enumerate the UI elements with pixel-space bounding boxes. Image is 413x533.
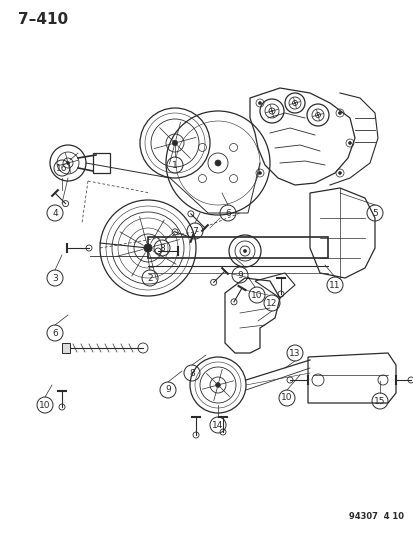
Circle shape <box>338 172 341 174</box>
Circle shape <box>143 244 152 252</box>
Text: 1: 1 <box>172 160 178 169</box>
Circle shape <box>172 140 177 146</box>
Text: 13: 13 <box>289 349 300 358</box>
Text: 8: 8 <box>189 368 195 377</box>
Text: 5: 5 <box>371 208 377 217</box>
Text: 9: 9 <box>237 271 242 279</box>
Text: 10: 10 <box>251 290 262 300</box>
Text: 9: 9 <box>165 385 171 394</box>
Circle shape <box>348 141 351 144</box>
Text: 15: 15 <box>373 397 385 406</box>
Text: 11: 11 <box>328 280 340 289</box>
Text: 12: 12 <box>266 298 277 308</box>
Circle shape <box>66 161 69 165</box>
Text: 3: 3 <box>52 273 58 282</box>
Circle shape <box>258 101 261 104</box>
Text: 8: 8 <box>159 244 164 253</box>
Text: 14: 14 <box>212 421 223 430</box>
Text: 10: 10 <box>280 393 292 402</box>
Text: 7–410: 7–410 <box>18 12 68 27</box>
Circle shape <box>243 249 246 253</box>
Text: 7: 7 <box>192 227 197 236</box>
Circle shape <box>215 383 220 387</box>
Text: 6: 6 <box>52 328 58 337</box>
Circle shape <box>271 110 272 112</box>
Text: 16: 16 <box>56 164 68 173</box>
Circle shape <box>338 111 341 115</box>
Text: 94307  4 10: 94307 4 10 <box>348 512 403 521</box>
FancyBboxPatch shape <box>62 343 70 353</box>
Text: 2: 2 <box>147 273 152 282</box>
Circle shape <box>214 160 221 166</box>
Circle shape <box>294 102 295 104</box>
Text: 4: 4 <box>52 208 58 217</box>
Text: 10: 10 <box>39 400 51 409</box>
Text: 6: 6 <box>225 208 230 217</box>
Circle shape <box>316 114 318 116</box>
Circle shape <box>258 172 261 174</box>
